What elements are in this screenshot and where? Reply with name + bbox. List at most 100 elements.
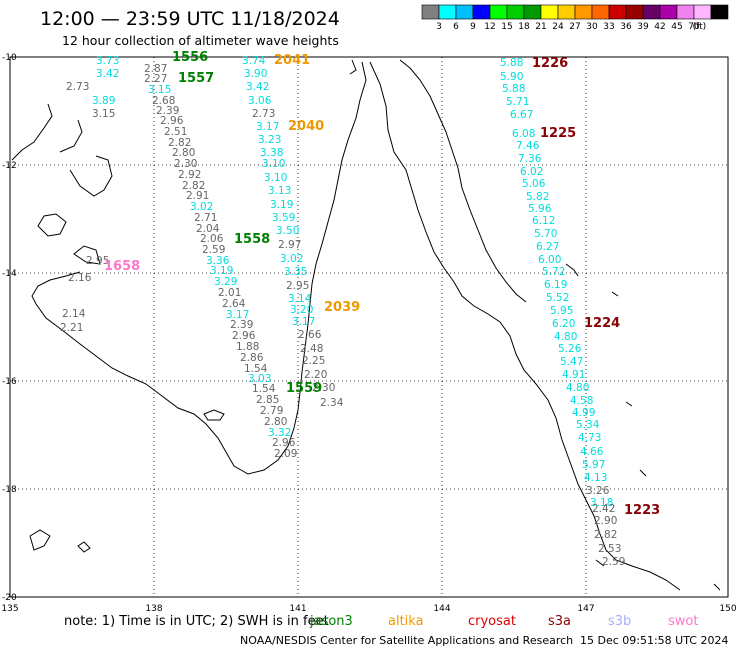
wave-height-value: 2.30 [312, 382, 335, 394]
wave-height-value: 4.58 [570, 395, 593, 407]
map-title: 12:00 — 23:59 UTC 11/18/2024 [40, 8, 340, 30]
legend-tick-label: 27 [569, 22, 580, 32]
wave-height-value: 2.14 [62, 308, 86, 320]
wave-height-value: 3.02 [190, 201, 213, 213]
axis-tick-labels: 135 138 141 144 147 150 -10 -12 -14 -16 -18 -20 [1, 53, 736, 614]
legend-color-box [472, 4, 491, 20]
legend-color-box [455, 4, 474, 20]
wave-height-value: 2.95 [286, 280, 309, 292]
pass-time-label: 1226 [532, 56, 568, 71]
satellite-label-swot: swot [668, 614, 698, 629]
wave-height-value: 4.91 [562, 369, 585, 381]
pass-time-label: 1559 [286, 381, 322, 396]
legend-tick-label: 12 [484, 22, 495, 32]
wave-height-value: 2.96 [232, 330, 256, 342]
legend-color-box [659, 4, 678, 20]
wave-height-value: 2.87 [144, 63, 167, 75]
wave-height-value: 2.30 [174, 158, 197, 170]
wave-height-value: 2.80 [264, 416, 287, 428]
pass-time-label: 2041 [274, 53, 310, 68]
wave-height-value: 6.08 [512, 128, 535, 140]
pass-time-label: 1223 [624, 503, 660, 518]
wave-height-value: 3.03 [248, 373, 271, 385]
wave-height-value: 5.96 [528, 203, 552, 215]
satellite-label-s3b: s3b [608, 614, 631, 629]
wave-height-value: 1.54 [244, 363, 268, 375]
legend-tick-label: 39 [637, 22, 649, 32]
wave-height-value: 5.71 [506, 96, 529, 108]
legend-color-box [557, 4, 576, 20]
wave-height-value: 1.54 [252, 383, 276, 395]
legend-tick-label: 30 [586, 22, 598, 32]
satellite-label-jason3: jason3 [309, 614, 353, 629]
wave-height-value: 3.15 [148, 84, 171, 96]
wave-height-value: 1.88 [236, 341, 259, 353]
legend-color-box [591, 4, 610, 20]
wave-height-value: 5.88 [500, 57, 523, 69]
wave-height-value: 2.09 [274, 448, 297, 460]
wave-height-value: 2.91 [186, 190, 209, 202]
legend-color-box [574, 4, 593, 20]
wave-height-value: 4.66 [580, 446, 604, 458]
lon-tick-label: 141 [289, 604, 306, 614]
wave-height-value: 3.35 [284, 266, 307, 278]
wave-height-value: 5.70 [534, 228, 557, 240]
wave-height-value: 4.80 [554, 331, 577, 343]
wave-height-value: 2.71 [194, 212, 217, 224]
wave-height-value: 2.16 [68, 272, 92, 284]
lon-tick-label: 147 [577, 604, 594, 614]
lat-tick-label: -12 [2, 161, 17, 171]
wave-height-value: 4.13 [584, 472, 607, 484]
wave-height-value: 2.39 [230, 319, 253, 331]
wave-height-value: 2.64 [222, 298, 246, 310]
wave-height-value: 3.15 [92, 108, 115, 120]
wave-height-value: 6.12 [532, 215, 555, 227]
legend-tick-label: 45 [671, 22, 682, 32]
wave-height-value: 6.20 [552, 318, 575, 330]
wave-height-value: 3.38 [260, 147, 283, 159]
wave-height-value: 3.19 [210, 265, 233, 277]
wave-height-value: 3.90 [244, 68, 267, 80]
legend-tick-label: 6 [453, 22, 459, 32]
legend-tick-label: 42 [654, 22, 665, 32]
wave-height-value: 2.97 [278, 239, 301, 251]
wave-height-value: 2.80 [172, 147, 195, 159]
wave-height-value: 3.17 [292, 316, 315, 328]
wave-height-value: 2.59 [602, 556, 625, 568]
wave-height-value: 5.90 [500, 71, 523, 83]
legend-tick-label: 15 [501, 22, 512, 32]
wave-height-value: 3.32 [268, 427, 291, 439]
legend-tick-label: 3 [436, 22, 442, 32]
wave-height-observations: 3.733.422.733.893.152.872.273.152.682.39… [60, 55, 625, 568]
wave-height-value: 2.34 [320, 397, 344, 409]
legend-color-box [676, 4, 695, 20]
wave-height-value: 5.97 [582, 459, 605, 471]
satellite-label-s3a: s3a [548, 614, 571, 629]
wave-height-value: 3.18 [590, 497, 613, 509]
wave-height-value: 3.74 [242, 55, 266, 67]
wave-height-value: 2.82 [168, 137, 191, 149]
map-subtitle: 12 hour collection of altimeter wave hei… [62, 33, 339, 48]
wave-height-value: 3.17 [226, 309, 249, 321]
lat-tick-label: -14 [2, 269, 17, 279]
wave-height-value: 2.01 [218, 287, 241, 299]
wave-height-value: 2.21 [60, 322, 83, 334]
color-scale-legend: 3 6 9 12 15 18 21 24 27 30 33 36 39 42 45 70(ft) [421, 4, 729, 32]
wave-height-value: 2.82 [182, 180, 205, 192]
wave-height-value: 2.25 [302, 355, 325, 367]
wave-height-value: 2.51 [164, 126, 187, 138]
wave-height-value: 2.04 [196, 223, 220, 235]
wave-height-value: 2.48 [300, 343, 323, 355]
pass-time-label: 1225 [540, 126, 576, 141]
lon-tick-label: 150 [719, 604, 736, 614]
wave-height-value: 3.13 [268, 185, 291, 197]
wave-height-value: 2.92 [178, 169, 201, 181]
wave-height-value: 3.19 [270, 199, 293, 211]
wave-height-value: 6.67 [510, 109, 533, 121]
wave-height-value: 7.46 [516, 140, 540, 152]
wave-height-value: 5.47 [560, 356, 583, 368]
legend-unit-label: (ft) [693, 22, 707, 32]
wave-height-value: 6.02 [520, 166, 543, 178]
pass-time-label: 2040 [288, 119, 324, 134]
